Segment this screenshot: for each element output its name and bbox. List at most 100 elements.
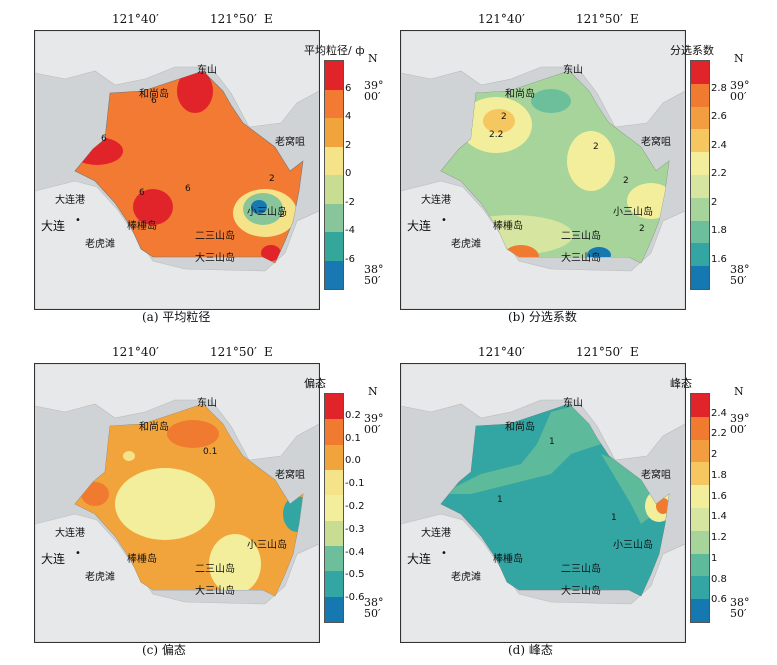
place-label-laohutan: 老虎滩 (451, 239, 481, 250)
longitude-label: 121°50′ (210, 12, 257, 26)
place-label-heshangdao: 和尚岛 (139, 89, 169, 100)
map-panel: 121°40′ 121°50′ E 1 1 1 东山 和尚岛 老窝咀 小三山岛 大连港 大连 棒棰岛 二三… (388, 345, 758, 657)
longitude-label: 121°40′ (478, 12, 525, 26)
color-bar-segment (325, 469, 343, 496)
color-bar-segment (691, 599, 709, 622)
lat-bottom-min: 50′ (364, 607, 381, 620)
panel-caption: (a) 平均粒径 (142, 310, 211, 324)
place-label-xiaosanshandao: 小三山岛 (247, 207, 287, 218)
color-bar-segment (691, 553, 709, 577)
contour-region (531, 89, 571, 113)
color-bar-segment (325, 394, 343, 420)
latitude-label-top: 39° 00′ (730, 80, 750, 102)
color-bar-segment (691, 485, 709, 508)
lat-top-min: 00′ (364, 90, 381, 103)
contour-label: 2 (593, 142, 599, 152)
color-bar-segment (691, 394, 709, 417)
color-bar (690, 60, 710, 290)
land-area (401, 180, 685, 309)
contour-region (567, 131, 615, 191)
map-frame: 0.1 东山 和尚岛 老窝咀 小三山岛 大连港 大连 棒棰岛 二三山岛 老虎滩 大三山岛 • (34, 363, 320, 643)
lat-bottom-deg: 38° (730, 596, 750, 609)
contour-region (167, 420, 219, 448)
contour-region (81, 482, 109, 506)
lat-bottom-deg: 38° (364, 263, 384, 276)
land-area (401, 31, 685, 128)
place-label-bangchuidao: 棒棰岛 (493, 221, 523, 232)
color-bar-tick: -0.2 (345, 501, 365, 512)
place-label-dasanshandao: 大三山岛 (195, 586, 235, 597)
color-bar-segment (691, 197, 709, 221)
color-bar-segment (325, 89, 343, 118)
place-label-laowozui: 老窝咀 (275, 470, 305, 481)
place-label-bangchuidao: 棒棰岛 (493, 554, 523, 565)
city-dot-icon: • (75, 548, 81, 559)
legend-title: 分选系数 (670, 44, 714, 57)
place-label-heshangdao: 和尚岛 (505, 422, 535, 433)
contour-label: 2 (279, 210, 285, 220)
lat-top-deg: 39° (730, 412, 750, 425)
color-bar-tick: 1.8 (711, 469, 727, 481)
color-bar-tick: 2.6 (711, 111, 727, 122)
color-bar-segment (325, 203, 343, 232)
latitude-label-top: 39° 00′ (730, 413, 750, 435)
color-bar-segment (691, 266, 709, 289)
color-bar-segment (325, 118, 343, 147)
lat-bottom-deg: 38° (364, 596, 384, 609)
color-bar-tick: 1.6 (711, 253, 727, 265)
place-label-erssanshandao: 二三山岛 (195, 231, 235, 242)
place-label-dongshan: 东山 (563, 65, 583, 76)
place-label-dongshan: 东山 (197, 398, 217, 409)
color-bar-tick: 6 (345, 82, 352, 94)
color-bar-tick: 0.2 (345, 409, 361, 421)
color-bar-segment (691, 530, 709, 554)
land-area (401, 513, 685, 642)
color-bar-segment (325, 520, 343, 546)
color-bar-tick: 0.1 (345, 432, 361, 444)
lat-top-deg: 39° (364, 412, 384, 425)
panel-caption: (c) 偏态 (142, 643, 186, 657)
contour-region (503, 245, 539, 263)
contour-region (123, 451, 135, 461)
map-frame: 6 6 6 6 2 2 东山 和尚岛 老窝咀 小三山岛 大连港 大连 棒棰岛 二三山岛 老虎滩 大三山岛 • (34, 30, 320, 310)
latitude-label-top: 39° 00′ (364, 413, 384, 435)
contour-label: 6 (139, 188, 145, 198)
color-bar (324, 393, 344, 623)
color-bar-segment (325, 61, 343, 90)
color-bar-segment (691, 416, 709, 440)
lat-bottom-deg: 38° (730, 263, 750, 276)
place-label-dalian: 大连 (407, 552, 432, 566)
latitude-label-top: 39° 00′ (364, 80, 384, 102)
color-bar-tick: 2.4 (711, 407, 727, 419)
contour-region (133, 189, 173, 225)
color-bar-tick: 1.2 (711, 532, 727, 544)
north-label: N (368, 52, 378, 65)
color-bar-tick: 1.6 (711, 490, 727, 502)
city-dot-icon: • (75, 215, 81, 226)
contour-region (177, 71, 213, 113)
north-label: N (734, 52, 744, 65)
latitude-label-bottom: 38° 50′ (364, 597, 384, 619)
city-dot-icon: • (441, 548, 447, 559)
color-bar-segment (691, 243, 709, 267)
place-label-laowozui: 老窝咀 (641, 137, 671, 148)
contour-region (441, 404, 601, 494)
land-area (35, 31, 319, 128)
color-bar-tick: 1 (711, 552, 718, 564)
city-dot-icon: • (441, 215, 447, 226)
lat-top-deg: 39° (364, 79, 384, 92)
place-label-laohutan: 老虎滩 (451, 572, 481, 583)
lat-top-min: 00′ (730, 90, 747, 103)
longitude-label: E (630, 12, 639, 26)
map-panel: 121°40′ 121°50′ E 6 6 6 6 2 2 东山 和尚岛 老窝咀 小三山岛 大连港 大连 棒棰… (22, 12, 392, 324)
color-bar-tick: 2.2 (711, 168, 727, 179)
contour-region (656, 498, 669, 514)
contour-fills (75, 71, 297, 261)
map-svg: 2 2.2 2 2 2 (401, 31, 685, 309)
north-label: N (734, 385, 744, 398)
place-label-dongshan: 东山 (563, 398, 583, 409)
contour-label: 2 (639, 224, 645, 234)
longitude-label: E (264, 12, 273, 26)
longitude-label: 121°50′ (210, 345, 257, 359)
color-bar-segment (691, 576, 709, 600)
